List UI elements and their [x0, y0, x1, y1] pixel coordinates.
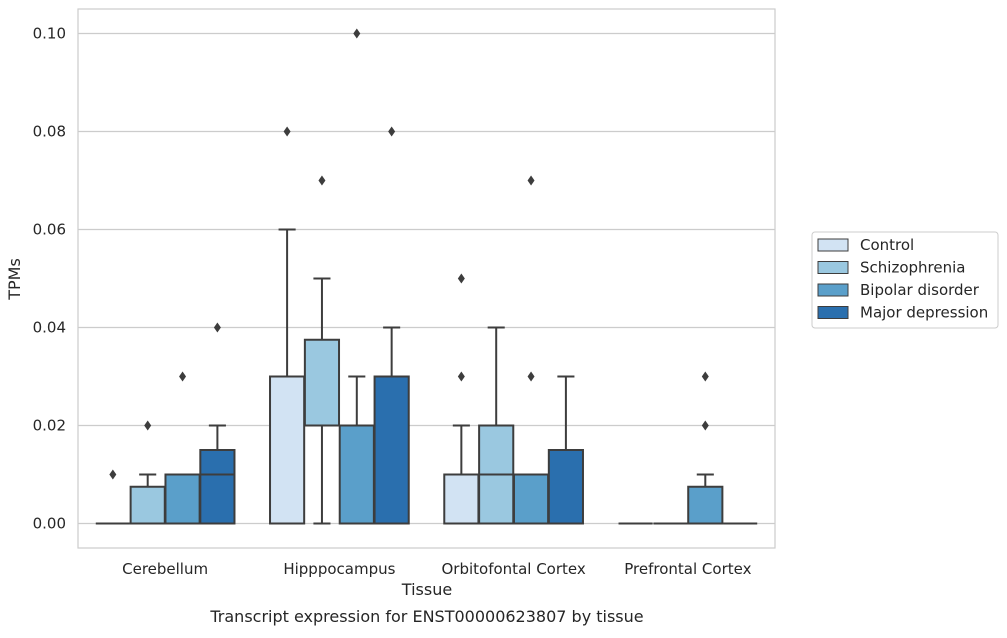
- outlier-point: [388, 126, 396, 137]
- box-marks: [95, 28, 758, 525]
- box-group: [303, 175, 341, 525]
- legend-swatch: [817, 261, 849, 274]
- x-axis-ticks: Cerebellum Hipppocampus Orbitofontal Corte…: [122, 560, 751, 578]
- y-tick-label: 0.04: [33, 319, 66, 337]
- outlier-point: [144, 420, 152, 431]
- box: [303, 338, 341, 427]
- box: [164, 473, 201, 525]
- chart-caption: Transcript expression for ENST0000062380…: [209, 607, 643, 626]
- box-group: [547, 375, 584, 525]
- outlier-point: [353, 28, 361, 39]
- box-group: [512, 175, 550, 525]
- y-tick-label: 0.02: [33, 417, 66, 435]
- box: [512, 473, 550, 525]
- box: [687, 485, 724, 525]
- legend-swatch: [817, 283, 849, 297]
- legend-label: Major depression: [860, 304, 988, 322]
- y-axis-ticks: 0.00 0.02 0.04 0.06 0.08 0.10: [33, 25, 66, 533]
- y-tick-label: 0.00: [33, 515, 66, 533]
- legend-swatch: [817, 238, 849, 252]
- legend: Control Schizophrenia Bipolar disorder Majo…: [811, 231, 999, 329]
- box: [338, 424, 375, 525]
- outlier-point: [701, 371, 709, 382]
- legend-label: Control: [860, 236, 914, 254]
- outlier-point: [701, 420, 709, 431]
- outlier-point: [457, 371, 465, 382]
- y-tick-label: 0.10: [33, 25, 66, 43]
- outlier-point: [179, 371, 187, 382]
- outlier-point: [527, 175, 535, 186]
- x-tick-label: Prefrontal Cortex: [624, 560, 751, 578]
- y-axis-label: TPMs: [5, 258, 24, 301]
- box-group: [129, 420, 166, 525]
- box: [269, 375, 306, 525]
- x-axis-label: Tissue: [401, 580, 452, 599]
- box: [373, 375, 410, 525]
- legend-frame: [811, 231, 999, 329]
- x-tick-label: Orbitofontal Cortex: [442, 560, 586, 578]
- outlier-point: [109, 469, 117, 480]
- box-group: [373, 126, 410, 525]
- box-group: [164, 371, 201, 525]
- box: [199, 449, 236, 525]
- box-group: [269, 126, 306, 525]
- box-group: [687, 371, 724, 525]
- legend-swatch: [817, 306, 849, 319]
- y-tick-label: 0.06: [33, 221, 66, 239]
- outlier-point: [457, 273, 465, 284]
- x-tick-label: Hipppocampus: [283, 560, 395, 578]
- box: [547, 449, 584, 525]
- box-group: [95, 469, 130, 525]
- x-tick-label: Cerebellum: [122, 560, 208, 578]
- box-group: [199, 322, 236, 525]
- box-group: [443, 273, 480, 525]
- box-group: [478, 326, 515, 525]
- box: [443, 473, 480, 525]
- legend-label: Schizophrenia: [860, 259, 965, 277]
- outlier-point: [318, 175, 326, 186]
- plot-frame: [77, 8, 776, 549]
- y-tick-label: 0.08: [33, 123, 66, 141]
- legend-label: Bipolar disorder: [860, 281, 980, 299]
- outlier-point: [283, 126, 291, 137]
- box-group: [338, 28, 375, 525]
- outlier-point: [527, 371, 535, 382]
- outlier-point: [213, 322, 221, 333]
- box: [129, 485, 166, 525]
